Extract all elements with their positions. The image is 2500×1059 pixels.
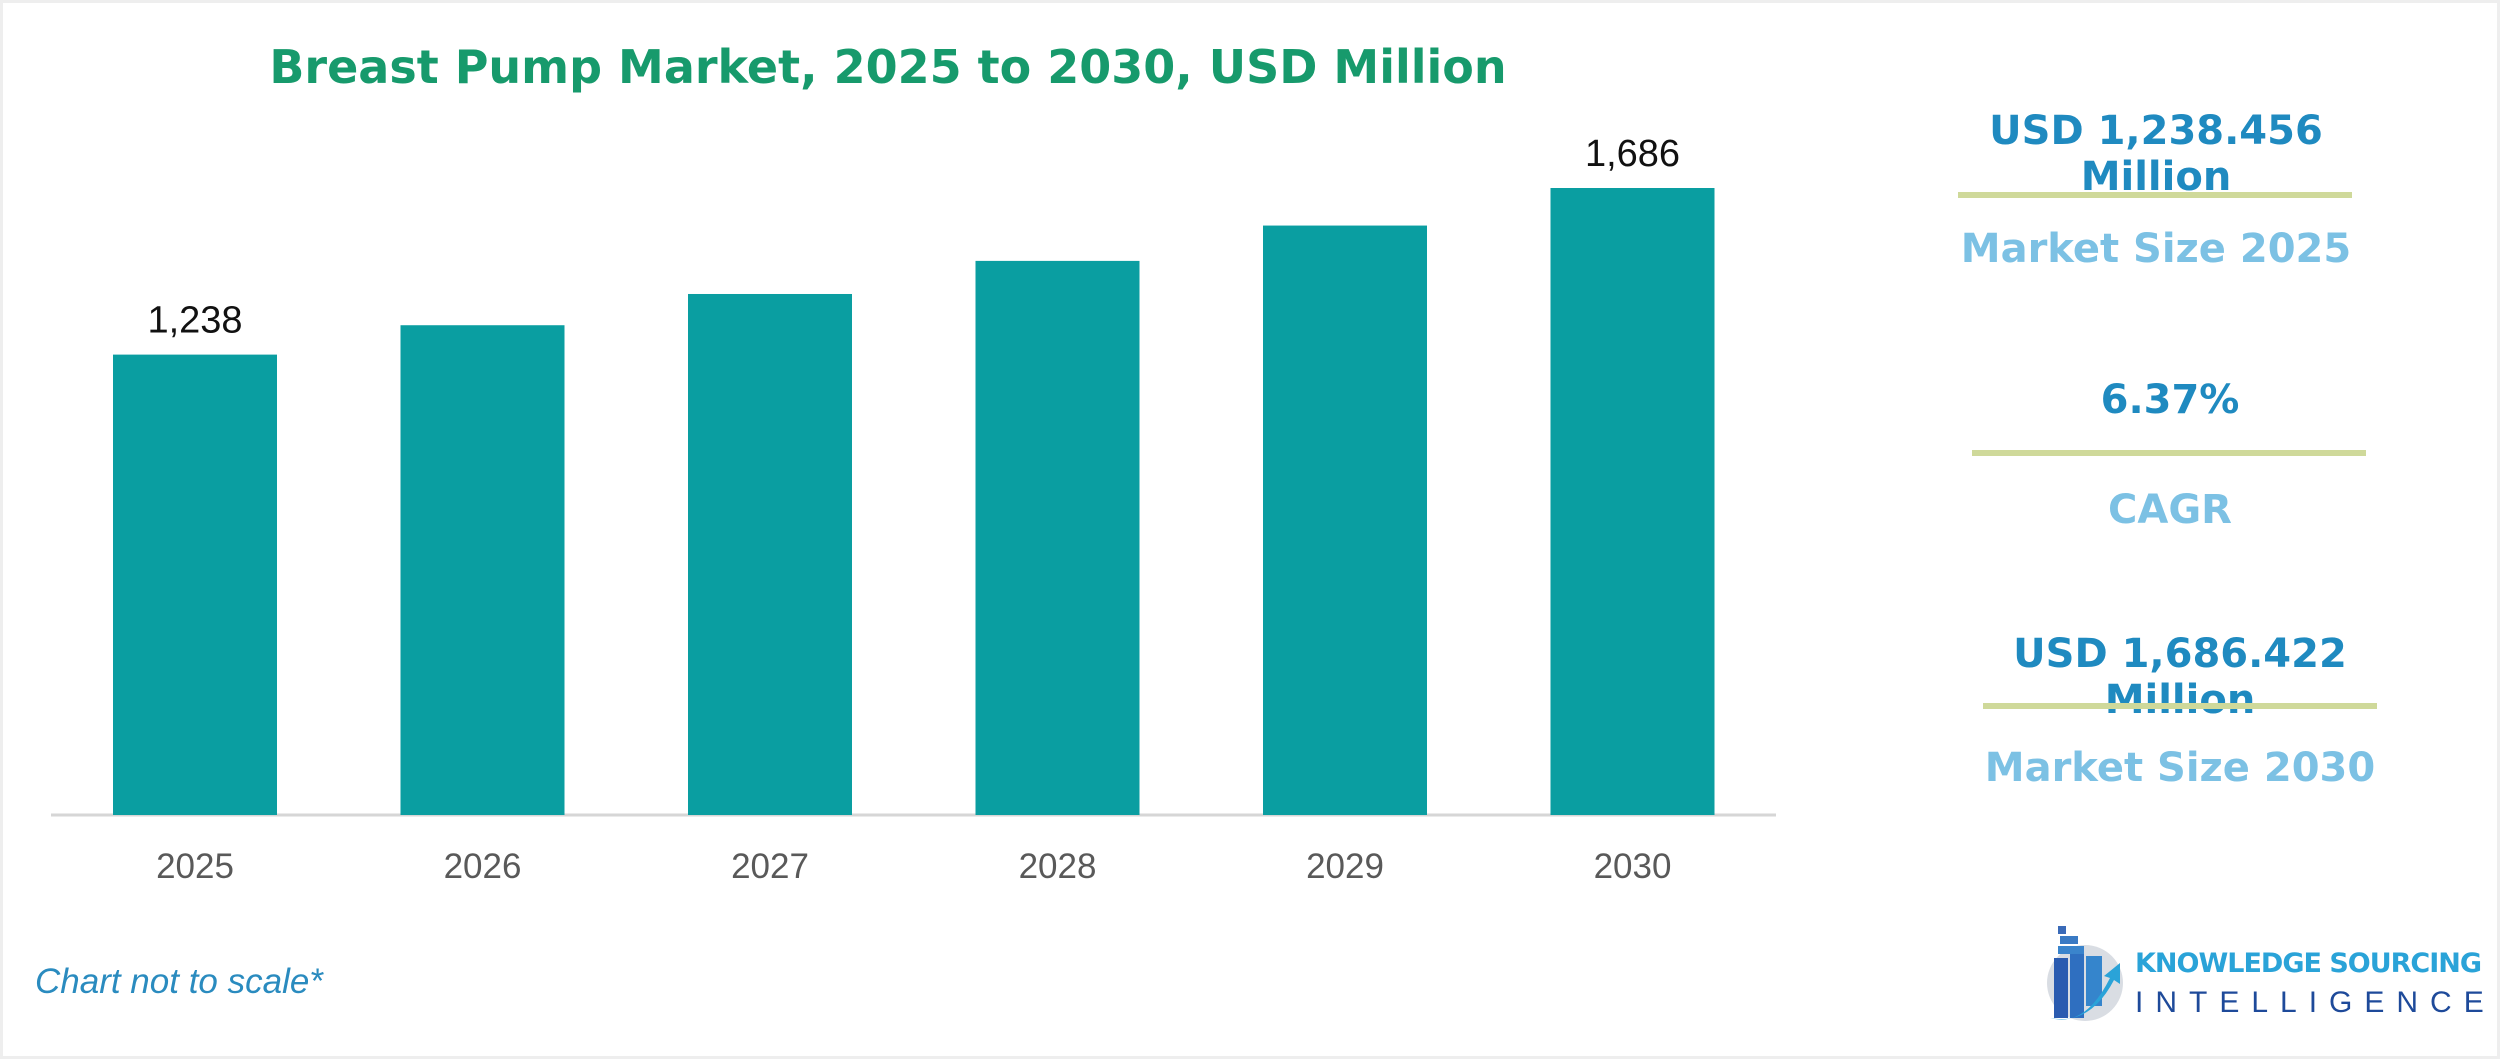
kpi-market-size-2030-label: Market Size 2030 [1984, 745, 2376, 791]
kpi-divider [1958, 192, 2352, 198]
kpi-cagr-label: CAGR [2108, 487, 2232, 533]
kpi-divider [1972, 450, 2366, 456]
chart-title: Breast Pump Market, 2025 to 2030, USD Mi… [269, 40, 1507, 94]
bar-2025 [113, 354, 277, 815]
x-tick-label: 2027 [731, 847, 809, 886]
x-tick-label: 2028 [1019, 847, 1097, 886]
chart-note: Chart not to scale* [35, 962, 323, 1001]
kpi-market-size-2030-value: USD 1,686.422 Million [2013, 631, 2347, 723]
x-tick-label: 2029 [1306, 847, 1384, 886]
bar-2028 [975, 260, 1140, 816]
x-tick-label: 2026 [444, 847, 522, 886]
company-logo: KNOWLEDGE SOURCING INTELLIGENCE [2040, 918, 2484, 1028]
bar-chart: 2025 1,238 2026 2027 2028 2029 2030 1,686 [51, 133, 1776, 886]
bar-2027 [688, 293, 852, 815]
bar-2029 [1263, 225, 1427, 816]
kpi-market-size-2025-label: Market Size 2025 [1960, 226, 2352, 272]
x-tick-label: 2030 [1594, 847, 1672, 886]
data-label: 1,686 [1585, 133, 1680, 175]
logo-icon [2047, 926, 2123, 1021]
bar-2026 [400, 325, 565, 815]
data-label: 1,238 [147, 300, 242, 342]
logo-text-line2: INTELLIGENCE [2135, 986, 2496, 1019]
logo-text-line1: KNOWLEDGE SOURCING [2135, 948, 2482, 979]
kpi-market-size-2025-value: USD 1,238.456 Million [1989, 108, 2323, 200]
kpi-divider [1983, 703, 2377, 709]
kpi-cagr-value: 6.37% [2100, 377, 2240, 423]
x-tick-label: 2025 [156, 847, 234, 886]
bar-2030 [1550, 188, 1715, 815]
